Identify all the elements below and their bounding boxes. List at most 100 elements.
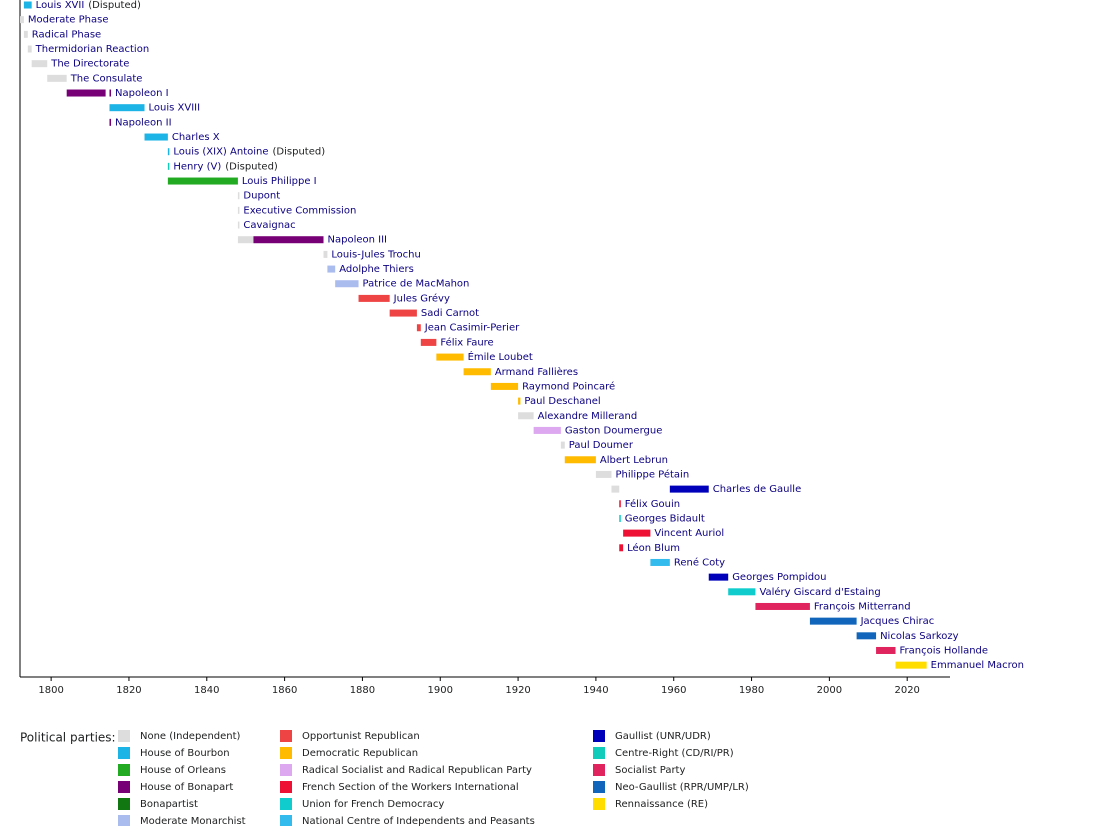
x-tick-label: 1920 <box>505 685 530 696</box>
ruler-name: Alexandre Millerand <box>538 411 638 422</box>
ruler-name: Paul Deschanel <box>524 396 600 407</box>
reign-bar <box>728 588 756 596</box>
legend-swatch <box>593 747 605 759</box>
reign-bar <box>595 470 612 478</box>
reign-bar <box>518 397 521 405</box>
legend-label: Democratic Republican <box>302 748 418 759</box>
ruler-name: Jacques Chirac <box>860 616 935 627</box>
reign-bar <box>619 514 621 522</box>
legend-label: Rennaissance (RE) <box>615 799 708 810</box>
legend-label: Opportunist Republican <box>302 731 420 742</box>
ruler-name: Patrice de MacMahon <box>363 279 470 290</box>
ruler-name: Nicolas Sarkozy <box>880 631 959 642</box>
x-tick-label: 1820 <box>116 685 141 696</box>
legend-swatch <box>118 730 130 742</box>
legend-title: Political parties: <box>20 731 116 745</box>
ruler-name: Radical Phase <box>32 29 101 40</box>
reign-bar <box>167 148 170 156</box>
legend-label: National Centre of Independents and Peas… <box>302 816 535 826</box>
ruler-name: François Mitterrand <box>814 601 911 612</box>
reign-bar <box>876 646 896 654</box>
legend-swatch <box>593 781 605 793</box>
ruler-name: Dupont <box>243 191 280 202</box>
reign-bar <box>237 192 240 200</box>
ruler-name: Émile Loubet <box>468 350 533 363</box>
legend-swatch <box>280 815 292 827</box>
ruler-name: Philippe Pétain <box>615 468 689 480</box>
x-tick-label: 1840 <box>194 685 219 696</box>
reign-bar <box>109 89 111 97</box>
ruler-name: Thermidorian Reaction <box>35 44 150 55</box>
legend-swatch <box>118 815 130 827</box>
legend-swatch <box>280 798 292 810</box>
reign-bar <box>623 529 651 537</box>
ruler-name: Adolphe Thiers <box>339 264 414 275</box>
legend-label: Centre-Right (CD/RI/PR) <box>615 748 734 759</box>
legend-label: None (Independent) <box>140 731 241 742</box>
reign-bar <box>31 60 48 68</box>
ruler-name: Louis XVII <box>36 0 85 11</box>
legend-label: House of Bourbon <box>140 748 230 759</box>
x-tick-label: 1980 <box>739 685 764 696</box>
ruler-name: Louis (XIX) Antoine <box>173 147 268 158</box>
ruler-name: Georges Pompidou <box>732 572 826 583</box>
reign-bar <box>327 265 336 273</box>
ruler-name: René Coty <box>674 556 725 568</box>
ruler-name: Raymond Poincaré <box>522 380 615 392</box>
ruler-name: Gaston Doumergue <box>565 425 662 436</box>
x-tick-label: 1860 <box>272 685 297 696</box>
reign-bar <box>708 573 729 581</box>
ruler-name: Moderate Phase <box>28 15 109 26</box>
legend-swatch <box>280 730 292 742</box>
reign-bar <box>167 177 238 185</box>
legend-swatch <box>280 747 292 759</box>
legend-swatch <box>593 798 605 810</box>
ruler-name: Paul Doumer <box>569 440 634 451</box>
x-tick-label: 1960 <box>661 685 686 696</box>
reign-bar <box>619 544 624 552</box>
reign-bar <box>895 661 927 669</box>
reign-bar <box>237 221 240 229</box>
legend-swatch <box>118 798 130 810</box>
ruler-name: Albert Lebrun <box>600 455 668 466</box>
ruler-name: Valéry Giscard d'Estaing <box>759 586 880 598</box>
legend-swatch <box>118 764 130 776</box>
reign-bar <box>358 294 390 302</box>
ruler-note: (Disputed) <box>88 0 141 11</box>
ruler-name: Vincent Auriol <box>654 528 724 539</box>
x-tick-label: 2000 <box>817 685 842 696</box>
x-tick-label: 1940 <box>583 685 608 696</box>
reign-bar <box>856 632 877 640</box>
x-tick-label: 1900 <box>428 685 453 696</box>
legend-swatch <box>118 747 130 759</box>
reign-bar <box>560 441 565 449</box>
reign-bar <box>23 30 28 38</box>
reign-bar <box>109 104 145 112</box>
reign-bar <box>809 617 857 625</box>
ruler-name: Emmanuel Macron <box>931 660 1024 671</box>
ruler-name: Jean Casimir-Perier <box>424 323 520 334</box>
ruler-name: Executive Commission <box>243 205 356 216</box>
x-tick-label: 2020 <box>894 685 919 696</box>
legend-label: Radical Socialist and Radical Republican… <box>302 765 532 776</box>
ruler-name: Louis-Jules Trochu <box>331 249 420 260</box>
legend-swatch <box>280 764 292 776</box>
reign-bar <box>237 236 254 244</box>
ruler-name: Armand Fallières <box>495 366 578 378</box>
ruler-name: François Hollande <box>900 645 989 656</box>
ruler-name: Jules Grévy <box>393 292 450 304</box>
reign-bar <box>23 1 32 9</box>
x-tick-label: 1880 <box>350 685 375 696</box>
legend-label: Bonapartist <box>140 799 198 810</box>
legend-label: Union for French Democracy <box>302 799 444 810</box>
legend-label: French Section of the Workers Internatio… <box>302 782 519 793</box>
reign-bar <box>669 485 709 493</box>
ruler-name: The Directorate <box>50 59 129 70</box>
legend-label: House of Orleans <box>140 765 226 776</box>
x-tick-label: 1800 <box>38 685 63 696</box>
ruler-note: (Disputed) <box>273 147 326 158</box>
reign-bar <box>564 456 596 464</box>
legend-label: Moderate Monarchist <box>140 816 246 826</box>
reign-bar <box>533 426 561 434</box>
